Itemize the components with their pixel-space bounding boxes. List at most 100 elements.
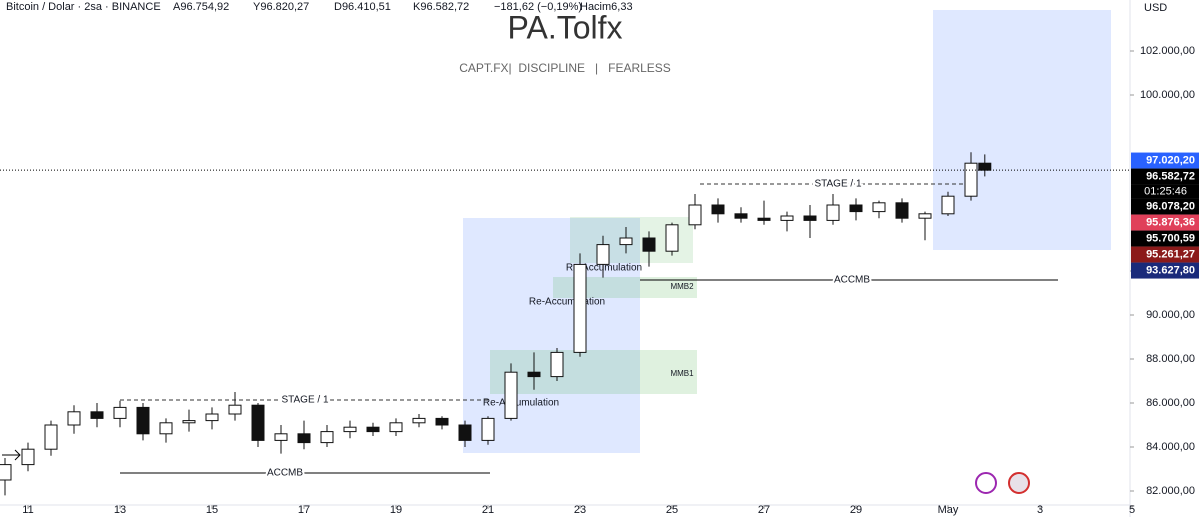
price-tag	[1131, 198, 1199, 215]
price-tag	[1131, 168, 1199, 185]
arrow	[2, 449, 21, 461]
price-tag-label: 97.020,20	[1146, 154, 1195, 166]
candle-body	[734, 213, 748, 219]
price-tag	[1131, 152, 1199, 169]
candle-body	[320, 431, 334, 444]
candle-body	[504, 371, 518, 419]
x-tick-label: 25	[666, 504, 678, 516]
candle-body	[458, 424, 472, 441]
x-tick-label: 27	[758, 504, 770, 516]
ohlc-open: A96.754,92	[173, 1, 229, 13]
currency: USD	[1144, 2, 1167, 14]
y-tick-label: 100.000,00	[1140, 89, 1195, 101]
x-tick-label: 17	[298, 504, 310, 516]
candle-body	[205, 413, 219, 422]
candle-body	[803, 215, 817, 221]
candle-body	[44, 424, 58, 450]
price-tag	[1131, 214, 1199, 231]
x-tick-label: May	[938, 504, 959, 516]
zone	[490, 350, 697, 394]
candle-body	[251, 404, 265, 441]
x-tick-label: 11	[22, 504, 33, 516]
candle-body	[527, 371, 541, 378]
x-tick-label: 15	[206, 504, 218, 516]
y-tick-label: 82.000,00	[1146, 485, 1195, 497]
x-tick-label: 29	[850, 504, 862, 516]
price-tag	[1131, 262, 1199, 279]
icon	[975, 472, 997, 494]
candle-body	[665, 224, 679, 252]
watermark-subtitle: CAPT.FX| DISCIPLINE | FEARLESS	[459, 61, 671, 75]
symbol: Bitcoin / Dolar · 2sa · BINANCE	[6, 1, 161, 13]
candle-body	[872, 202, 886, 213]
countdown: 01:25:46	[1144, 185, 1187, 197]
stage-label: STAGE / 1	[281, 395, 328, 406]
price-tag-label: 95.700,59	[1146, 232, 1195, 244]
y-tick-label: 88.000,00	[1146, 353, 1195, 365]
candle-body	[642, 237, 656, 252]
candle-body	[964, 162, 978, 197]
countdown-bg	[1131, 184, 1199, 199]
candle-body	[343, 426, 357, 433]
candle-body	[136, 406, 150, 435]
accmb-label: ACCMB	[834, 275, 870, 286]
x-tick-label: 5	[1129, 504, 1135, 516]
candle-body	[711, 204, 725, 215]
mmb-label: MMB2	[670, 282, 694, 291]
candle-body	[274, 433, 288, 441]
reacc-label: Re-Accumulation	[566, 263, 642, 274]
projection-box	[933, 10, 1111, 250]
candle-body	[757, 217, 771, 221]
candle-body	[849, 204, 863, 213]
candle-body	[67, 411, 81, 426]
x-tick-label: 21	[482, 504, 494, 516]
candle-body	[389, 422, 403, 433]
candle-body	[826, 204, 840, 221]
candle-body	[228, 404, 242, 415]
candle-body	[780, 215, 794, 221]
price-tag-label: 96.078,20	[1146, 200, 1195, 212]
mmb-label: MMB1	[670, 369, 694, 378]
candle-body	[550, 351, 564, 378]
candle-body	[113, 406, 127, 419]
price-tag-label: 93.627,80	[1146, 264, 1195, 276]
x-tick-label: 23	[574, 504, 586, 516]
candle-body	[366, 426, 380, 433]
ohlc-low: D96.410,51	[334, 1, 391, 13]
candle-body	[941, 195, 955, 215]
volume: Hacim6,33	[580, 1, 633, 13]
x-tick-label: 3	[1037, 504, 1043, 516]
range-box	[463, 218, 640, 453]
icon	[1008, 472, 1030, 494]
price-tag-label: 95.876,36	[1146, 216, 1195, 228]
reacc-label: Re-Accumulation	[483, 398, 559, 409]
candle-body	[481, 417, 495, 441]
y-tick-label: 102.000,00	[1140, 45, 1195, 57]
x-tick-label: 19	[390, 504, 402, 516]
candle-body	[596, 244, 610, 265]
x-tick-label: 13	[114, 504, 126, 516]
y-tick-label: 84.000,00	[1146, 441, 1195, 453]
candle-body	[159, 422, 173, 435]
candle-body	[895, 202, 909, 219]
candle-body	[21, 448, 35, 466]
candle-body	[688, 204, 702, 226]
price-tag-label: 95.261,27	[1146, 248, 1195, 260]
ohlc-high: Y96.820,27	[253, 1, 309, 13]
y-tick-label: 90.000,00	[1146, 309, 1195, 321]
price-tag	[1131, 246, 1199, 263]
candle-body	[619, 237, 633, 246]
candle-body	[90, 411, 104, 419]
price-tag-label: 96.582,72	[1146, 170, 1195, 182]
accmb-label: ACCMB	[267, 468, 303, 479]
stage-label: STAGE / 1	[814, 179, 861, 190]
reacc-label: Re-Accumulation	[529, 297, 605, 308]
candle-body	[978, 162, 992, 171]
candle-body	[297, 433, 311, 444]
candle-body	[573, 263, 587, 353]
watermark-title: PA.Tolfx	[508, 9, 623, 45]
candle-body	[918, 213, 932, 219]
candle-body	[412, 417, 426, 424]
